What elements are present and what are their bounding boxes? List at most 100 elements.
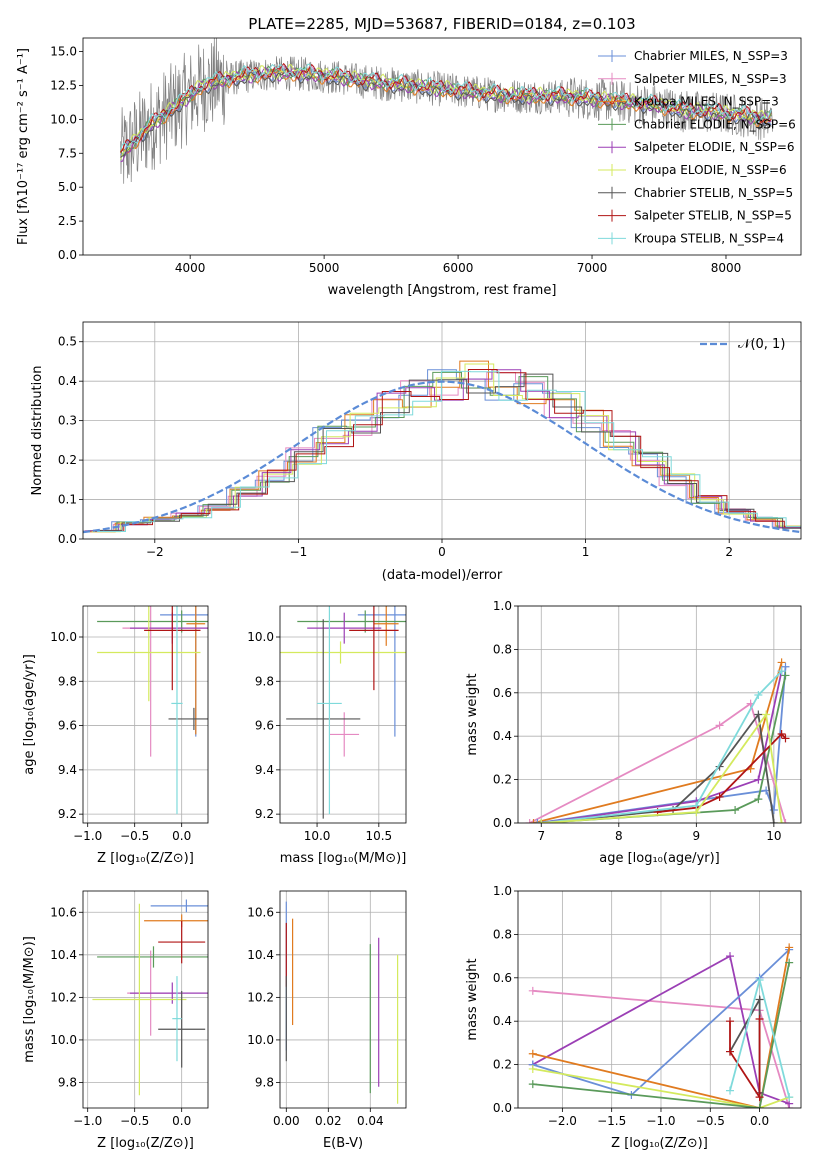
x-tick-label: 9 <box>693 829 701 843</box>
weight-point <box>777 819 786 823</box>
y-tick-label: 9.2 <box>58 807 77 821</box>
weight-point <box>754 710 763 719</box>
legend-label: Kroupa ELODIE, N_SSP=6 <box>634 163 787 177</box>
y-axis-label: mass weight <box>465 958 480 1040</box>
weight-lines <box>528 943 794 1108</box>
model-spectrum <box>120 67 772 154</box>
x-axis-label: age [log₁₀(age/yr)] <box>599 851 720 866</box>
legend-label: Kroupa MILES, N_SSP=3 <box>634 95 779 109</box>
legend-label: Salpeter ELODIE, N_SSP=6 <box>634 140 795 154</box>
axes-frame <box>82 37 802 256</box>
y-tick-label: 0.2 <box>58 453 77 467</box>
weight-point <box>777 667 786 676</box>
mass-vs-reddening-panel: 0.00 0.02 0.04 9.8 10.0 10.2 10.4 10.6 E(B-V) <box>247 890 407 1151</box>
y-tick-label: 0.2 <box>493 1058 512 1072</box>
errorbars <box>97 606 208 815</box>
weight-point <box>692 808 701 817</box>
weight-point <box>781 819 790 823</box>
weight-point <box>528 986 537 995</box>
y-tick-label: 0.0 <box>58 248 77 262</box>
legend-label: Chabrier ELODIE, N_SSP=6 <box>634 117 796 131</box>
residual-histogram <box>84 372 801 531</box>
residual-histogram <box>95 369 801 532</box>
legend-label: 𝒩(0, 1) <box>738 337 785 352</box>
x-tick-label: −1 <box>290 545 308 559</box>
residual-histogram <box>96 370 801 532</box>
weight-line <box>541 670 783 823</box>
weight-point <box>726 1047 735 1056</box>
y-tick-label: 10.6 <box>50 905 77 919</box>
x-tick-label: 4000 <box>175 261 206 275</box>
weight-line <box>532 1068 790 1108</box>
y-axis-label: Normed distribution <box>30 366 45 496</box>
weight-point <box>726 952 735 961</box>
figure-title: PLATE=2285, MJD=53687, FIBERID=0184, z=0… <box>248 15 635 33</box>
weight-point <box>755 1104 764 1108</box>
axes-frame <box>517 605 802 824</box>
weight-point <box>533 819 542 823</box>
weight-line <box>533 662 783 823</box>
y-tick-label: 10.2 <box>50 990 77 1004</box>
weight-point <box>781 671 790 680</box>
weight-line <box>532 948 790 1097</box>
weight-lines <box>525 658 790 823</box>
x-axis-label: E(B-V) <box>323 1136 363 1151</box>
x-tick-label: 1 <box>582 545 590 559</box>
x-tick-label: 2 <box>725 545 733 559</box>
x-axis-label: (data-model)/error <box>382 568 503 583</box>
weight-point <box>754 690 763 699</box>
spectrum-lines <box>120 38 773 184</box>
y-tick-label: 0.0 <box>493 1101 512 1115</box>
weight-line <box>541 670 783 823</box>
legend-label: Salpeter MILES, N_SSP=3 <box>634 72 787 86</box>
legend-label: Chabrier STELIB, N_SSP=5 <box>634 186 793 200</box>
weight-point <box>781 734 790 743</box>
weight-point <box>715 721 724 730</box>
weight-point <box>529 819 538 823</box>
weight-point <box>755 1093 764 1102</box>
observed-spectrum <box>120 38 773 184</box>
weight-point <box>528 1080 537 1089</box>
y-axis-label: Flux [fλ10⁻¹⁷ erg cm⁻² s⁻¹ A⁻¹] <box>16 48 31 245</box>
weight-point <box>731 805 740 814</box>
weight-point <box>769 819 778 823</box>
y-tick-label: 10.0 <box>50 112 77 126</box>
x-axis-label: mass [log₁₀(M/M⊙)] <box>280 851 407 866</box>
x-tick-label: 10 <box>766 829 781 843</box>
weight-point <box>755 975 764 984</box>
y-axis-label: mass weight <box>465 673 480 755</box>
x-axis-label: Z [log₁₀(Z/Z⊙)] <box>97 851 194 866</box>
axes-frame <box>82 605 209 824</box>
axes-frame <box>517 890 802 1109</box>
y-tick-label: 10.4 <box>247 948 274 962</box>
y-tick-label: 0.4 <box>493 1014 512 1028</box>
y-tick-label: 9.4 <box>58 763 77 777</box>
x-tick-label: 8000 <box>711 261 742 275</box>
y-tick-label: 9.8 <box>255 674 274 688</box>
errorbars <box>92 899 208 1096</box>
residuals-panel: −2 −1 0 1 2 0.0 0.1 0.2 0.3 0.4 0.5 (data-model)/er… <box>30 321 802 583</box>
weight-point <box>777 730 786 739</box>
x-axis-label: Z [log₁₀(Z/Z⊙)] <box>97 1136 194 1151</box>
y-tick-label: 9.8 <box>255 1075 274 1089</box>
x-tick-label: −0.5 <box>120 829 149 843</box>
weight-point <box>726 1017 735 1026</box>
y-tick-label: 0.2 <box>493 773 512 787</box>
axes-frame <box>279 890 407 1109</box>
age-vs-metallicity-panel: −1.0 −0.5 0.0 9.2 9.4 9.6 9.8 10.0 Z [log₁₀(Z/Z⊙… <box>22 605 209 866</box>
legend-label: Kroupa STELIB, N_SSP=4 <box>634 231 784 245</box>
weight-vs-age-panel: 7 8 9 10 0.0 0.2 0.4 0.6 0.8 1.0 age [log₁₀(age/yr… <box>465 599 802 866</box>
x-tick-label: −0.5 <box>120 1114 149 1128</box>
residual-histogram <box>93 373 801 531</box>
spectrum-panel: 4000 5000 6000 7000 8000 0.0 2.5 5.0 7.5 10.0 12.5… <box>16 37 802 298</box>
y-tick-label: 10.0 <box>50 1033 77 1047</box>
y-tick-label: 1.0 <box>493 599 512 613</box>
x-tick-label: −2 <box>146 545 164 559</box>
weight-point <box>785 1093 794 1102</box>
x-tick-label: −1.0 <box>73 1114 102 1128</box>
weight-point <box>755 1015 764 1024</box>
x-tick-label: 7 <box>537 829 545 843</box>
x-tick-label: −1.5 <box>597 1114 626 1128</box>
legend-label: Salpeter STELIB, N_SSP=5 <box>634 209 792 223</box>
